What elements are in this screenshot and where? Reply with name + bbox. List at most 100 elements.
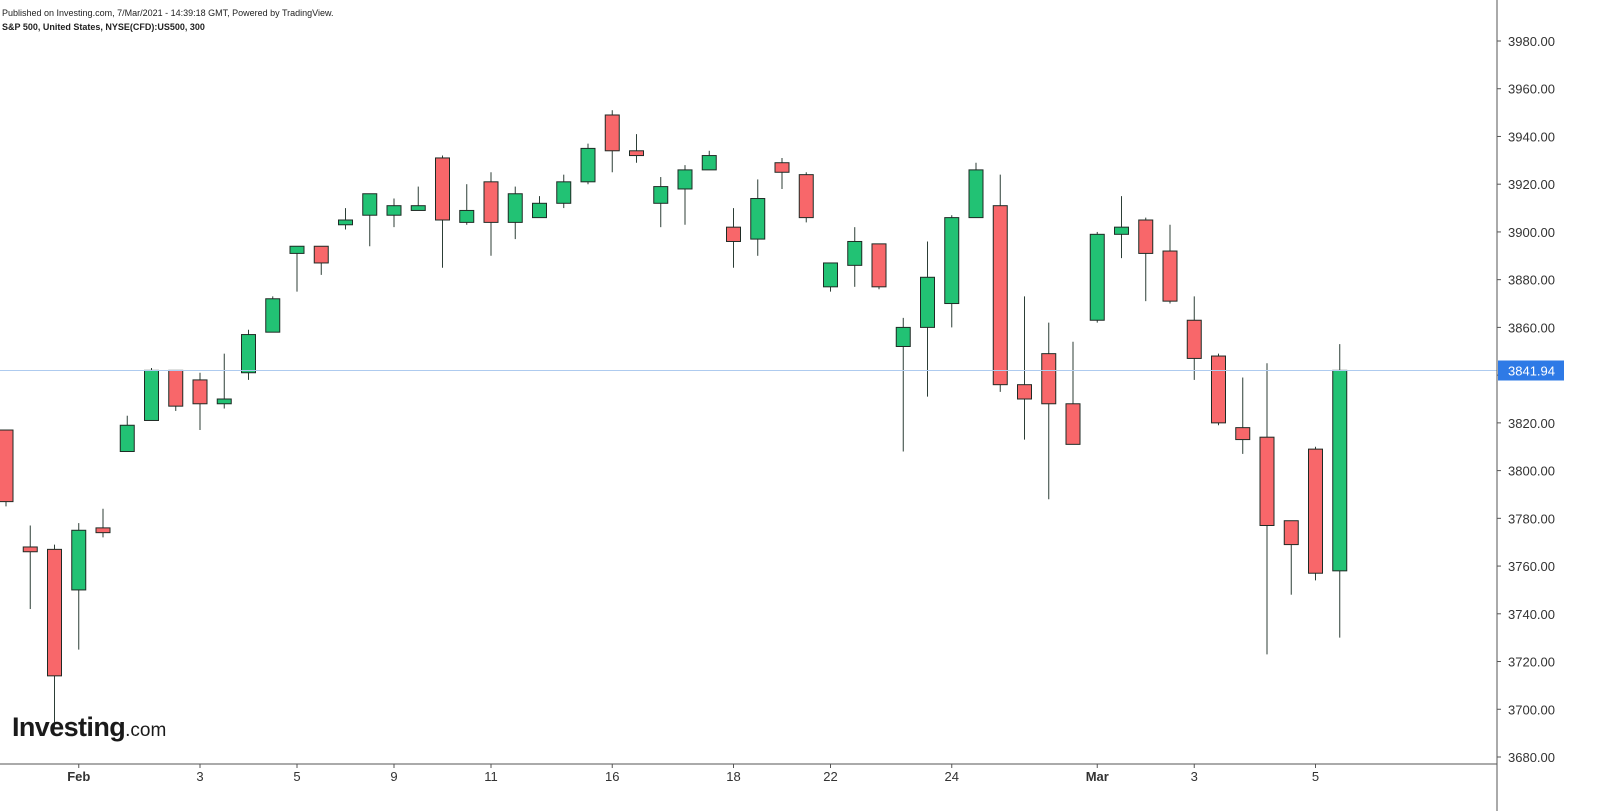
candle [1114, 196, 1129, 259]
candle [1211, 353, 1226, 426]
symbol-caption: S&P 500, United States, NYSE(CFD):US500,… [2, 22, 205, 32]
candle-body-down [1283, 520, 1299, 546]
price-tick-label: 3920.00 [1508, 177, 1555, 192]
last-price-label: 3841.94 [1498, 360, 1564, 381]
candle-body-up [459, 209, 475, 223]
candle [580, 143, 596, 185]
candle [313, 245, 329, 275]
candle [241, 329, 256, 380]
candle [192, 372, 208, 431]
candle [168, 369, 184, 411]
candle-body-up [677, 169, 693, 190]
candle-body-up [750, 198, 766, 240]
candle [1259, 363, 1275, 655]
candle [944, 215, 960, 328]
candle-body-up [532, 202, 547, 219]
candle-body-up [71, 529, 87, 591]
candle [362, 193, 378, 247]
candle-body-down [483, 181, 499, 223]
candle-body-up [556, 181, 572, 204]
candle-body-up [1114, 226, 1129, 235]
investing-logo: Investing.com [12, 714, 166, 741]
candle-body-up [144, 369, 159, 421]
price-tick-label: 3900.00 [1508, 225, 1555, 240]
time-tick-label: 5 [1312, 769, 1319, 784]
price-tick-label: 3740.00 [1508, 607, 1555, 622]
last-price-value: 3841.94 [1508, 364, 1555, 379]
candle [435, 155, 450, 268]
candle-body-up [944, 217, 960, 305]
candle [1138, 217, 1154, 302]
candle-body-up [410, 205, 426, 211]
candle [895, 317, 911, 452]
candle [1308, 446, 1323, 581]
candle-body-up [241, 334, 256, 374]
candle [701, 150, 717, 171]
last-price-badge [1498, 360, 1564, 381]
candle-body-down [798, 174, 814, 219]
candle [216, 353, 232, 409]
candle [823, 262, 838, 292]
candle [71, 523, 87, 650]
time-axis[interactable]: Feb 3 5 9 11 16 18 22 24 Mar 3 5 [0, 763, 1497, 784]
candle-body-down [629, 150, 644, 157]
candle-body-down [22, 546, 38, 553]
candle [1186, 296, 1202, 380]
price-tick-label: 3680.00 [1508, 750, 1555, 765]
price-tick-label: 3980.00 [1508, 34, 1555, 49]
candle [556, 174, 572, 209]
candle [629, 134, 644, 163]
candle [1089, 231, 1105, 323]
plot-area [0, 110, 1348, 729]
candle-body-down [774, 162, 790, 173]
candle-body-down [1308, 448, 1323, 574]
time-tick-label: 24 [945, 769, 959, 784]
candle-body-up [119, 424, 135, 453]
candle-body-down [95, 527, 111, 534]
candle [968, 162, 984, 219]
candle-body-up [920, 276, 935, 328]
candle-body-down [726, 226, 741, 242]
candle [1065, 341, 1081, 445]
time-tick-label: 22 [823, 769, 837, 784]
candle [798, 172, 814, 223]
candle [338, 208, 353, 230]
candle [1041, 322, 1057, 500]
candle [677, 165, 693, 225]
candle-body-down [168, 369, 184, 407]
price-tick-label: 3940.00 [1508, 129, 1555, 144]
candle-body-down [1065, 403, 1081, 445]
candle-body-up [338, 219, 353, 226]
candle-body-down [1041, 353, 1057, 405]
candle [774, 157, 790, 189]
price-tick-label: 3820.00 [1508, 416, 1555, 431]
price-tick-label: 3780.00 [1508, 511, 1555, 526]
candle-body-down [435, 157, 450, 221]
time-tick-label: Mar [1086, 769, 1109, 784]
price-tick-label: 3720.00 [1508, 655, 1555, 670]
candle-body-down [313, 245, 329, 264]
candle [265, 296, 281, 333]
candle-body-up [580, 147, 596, 183]
price-axis[interactable]: 3680.00 3700.00 3720.00 3740.00 3760.00 3780.… [1496, 0, 1555, 811]
time-tick-label: 9 [390, 769, 397, 784]
candle [410, 186, 426, 211]
candle-body-down [1162, 250, 1178, 302]
price-tick-label: 3800.00 [1508, 464, 1555, 479]
candle-body-down [192, 379, 208, 405]
candle [871, 243, 887, 290]
candle [726, 208, 741, 268]
candle-body-down [1017, 384, 1032, 400]
candle [386, 198, 402, 228]
price-tick-label: 3760.00 [1508, 559, 1555, 574]
candle [1283, 520, 1299, 595]
candle [459, 184, 475, 225]
candle [1235, 377, 1251, 454]
price-tick-label: 3700.00 [1508, 702, 1555, 717]
candle-body-up [386, 205, 402, 216]
candle [1332, 344, 1348, 638]
time-tick-label: 18 [726, 769, 740, 784]
candle [992, 174, 1008, 392]
